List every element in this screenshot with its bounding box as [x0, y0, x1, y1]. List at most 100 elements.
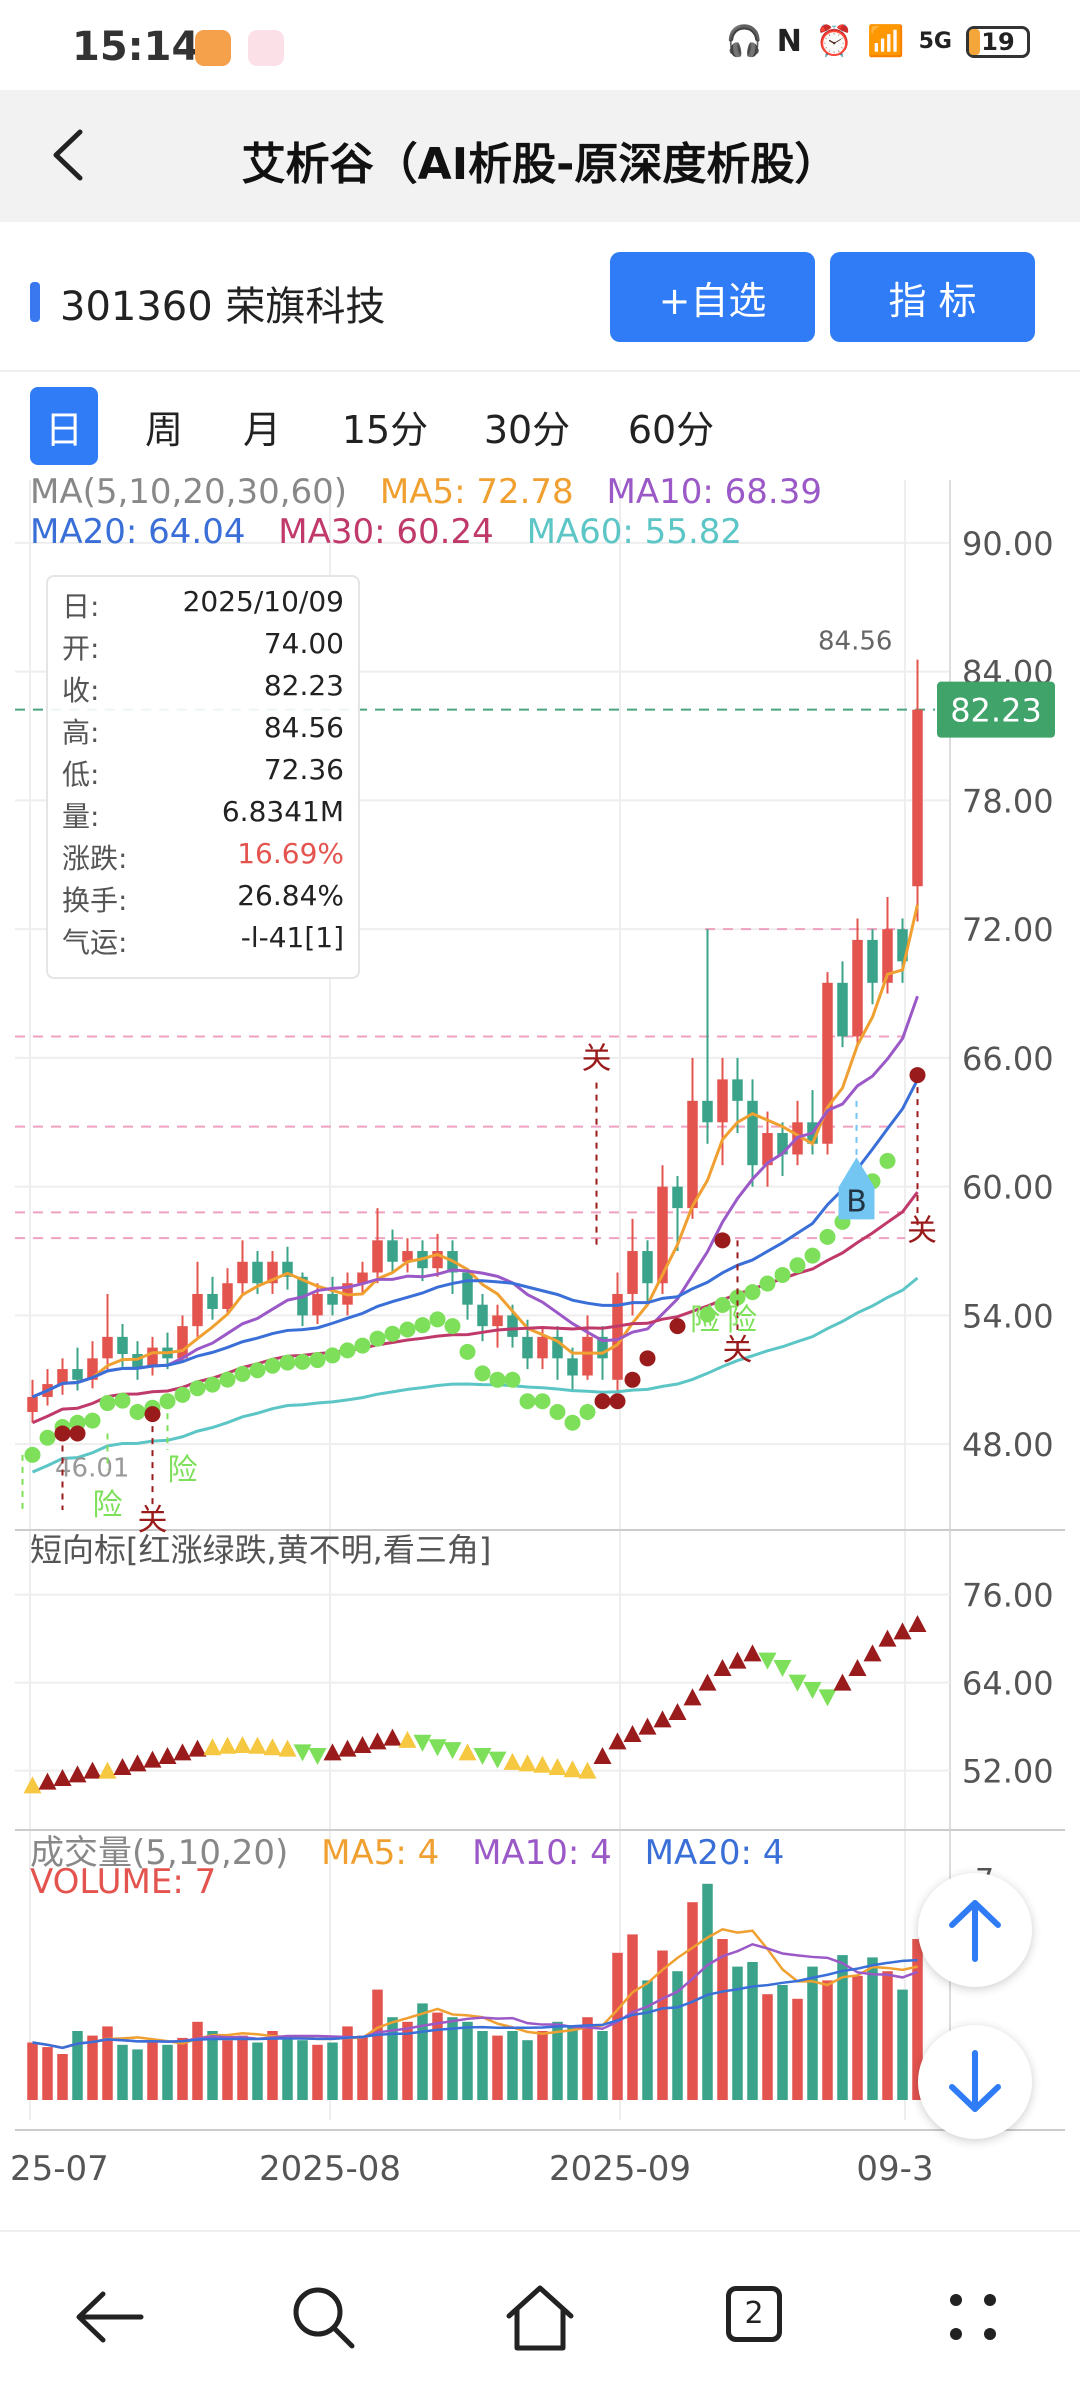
volume-bar: [207, 2031, 218, 2100]
back-icon[interactable]: [40, 120, 100, 190]
candle-body: [267, 1261, 278, 1284]
candle-body: [357, 1272, 368, 1284]
short-indicator-triangle: [623, 1725, 642, 1742]
volume-bars: 7: [27, 1863, 994, 2100]
scroll-up-button[interactable]: [918, 1873, 1032, 1987]
volume-bar: [447, 2017, 458, 2100]
volume-bar: [552, 2021, 563, 2100]
exit-marker-label: 关: [138, 1503, 168, 1538]
short-indicator-triangle: [728, 1651, 747, 1669]
signal-dot: [459, 1343, 476, 1360]
signal-dot: [429, 1311, 446, 1328]
volume-bar: [897, 1989, 908, 2100]
short-indicator-triangle: [683, 1688, 702, 1706]
tab-60min[interactable]: 60分: [627, 407, 715, 452]
signal-dot: [24, 1446, 41, 1463]
candle-body: [57, 1369, 68, 1385]
signal-dot: [789, 1257, 806, 1274]
candle-body: [462, 1272, 473, 1305]
nav-tabs-button[interactable]: 2: [712, 2272, 802, 2362]
info-row: 高: 84.56: [62, 711, 344, 751]
short-indicator-triangle: [188, 1739, 207, 1757]
candle-body: [72, 1369, 83, 1380]
info-value: 74.00: [263, 627, 344, 660]
volume-bar: [522, 2040, 533, 2100]
signal-dot: [474, 1365, 491, 1382]
volume-bar: [642, 1980, 653, 2100]
signal-dot: [339, 1342, 356, 1359]
short-indicator: 76.00 64.00 52.00: [15, 1577, 1054, 1794]
short-indicator-triangle: [908, 1615, 927, 1632]
vol-ma5-legend: MA5: 4: [321, 1833, 440, 1873]
risk-marker-label: 险: [690, 1303, 720, 1338]
candle-body: [432, 1251, 443, 1269]
volume-bar: [867, 1957, 878, 2100]
short-indicator-triangle: [713, 1659, 732, 1676]
candle-body: [687, 1100, 698, 1209]
short-indicator-triangle: [263, 1738, 282, 1756]
signal-dot: [519, 1393, 536, 1410]
indicator-button[interactable]: 指 标: [830, 252, 1035, 342]
short-indicator-triangle: [593, 1747, 612, 1764]
volume-bar: [852, 1975, 863, 2100]
candle-body: [597, 1336, 608, 1359]
add-watchlist-button[interactable]: +自选: [610, 252, 815, 342]
volume-bar: [102, 2026, 113, 2100]
tab-day[interactable]: 日: [30, 387, 98, 465]
price-tick-label: 66.00: [962, 1040, 1054, 1078]
signal-dot: [804, 1247, 821, 1264]
info-key: 高:: [62, 716, 100, 749]
volume-bar: [807, 1966, 818, 2100]
volume-bar: [627, 1934, 638, 2100]
volume-bar: [777, 1985, 788, 2100]
volume-bar: [282, 2035, 293, 2100]
volume-bar: [222, 2040, 233, 2100]
short-indicator-triangle: [533, 1755, 552, 1773]
tab-week[interactable]: 周: [144, 407, 183, 452]
signal-dot: [444, 1318, 461, 1335]
signal-dot: [294, 1353, 311, 1370]
signal-dot: [399, 1321, 416, 1338]
notification-app-icon: [195, 30, 231, 66]
wifi-icon: 📶: [867, 24, 905, 59]
volume-bar: [432, 2012, 443, 2100]
volume-bar: [312, 2044, 323, 2100]
ma45-line: [31, 1276, 919, 1474]
date-tick-label: 2025-08: [259, 2149, 401, 2189]
candle-body: [27, 1396, 38, 1412]
volume-bar: [132, 2049, 143, 2100]
info-key: 收:: [62, 674, 100, 707]
exit-dot: [624, 1371, 641, 1388]
short-indicator-triangle: [158, 1747, 177, 1764]
ma-legend-row-2: MA20: 64.04 MA30: 60.24 MA60: 55.82: [30, 512, 742, 552]
nav-search-icon[interactable]: [278, 2272, 368, 2362]
scroll-down-button[interactable]: [918, 2025, 1032, 2139]
short-indicator-triangle: [443, 1742, 462, 1760]
candle-body: [537, 1336, 548, 1359]
current-price-badge: [937, 681, 1055, 738]
tab-15min[interactable]: 15分: [341, 407, 429, 452]
volume-bar: [747, 1962, 758, 2100]
kline-chart[interactable]: 90.0084.0078.0072.0066.0060.0054.0048.00…: [0, 470, 1080, 2190]
exit-marker-label: 关: [723, 1333, 753, 1368]
tab-30min[interactable]: 30分: [483, 407, 571, 452]
info-row: 收: 82.23: [62, 669, 344, 709]
volume-bar: [87, 2035, 98, 2100]
volume-bar: [267, 2031, 278, 2100]
nav-home-icon[interactable]: [495, 2272, 585, 2362]
candle-body: [102, 1336, 113, 1359]
volume-bar: [402, 2021, 413, 2100]
status-icons: 🎧 N ⏰ 📶 5G 19: [725, 24, 1030, 59]
nav-menu-icon[interactable]: [928, 2272, 1018, 2362]
candle-body: [867, 939, 878, 983]
low-price-label: 46.01: [55, 1453, 129, 1483]
status-bar: 15:14 🎧 N ⏰ 📶 5G 19: [0, 0, 1080, 90]
volume-bar: [702, 1883, 713, 2100]
nav-back-icon[interactable]: [63, 2272, 153, 2362]
tab-month[interactable]: 月: [242, 407, 281, 452]
candle-body: [282, 1261, 293, 1277]
info-value: 82.23: [263, 669, 344, 702]
info-value: 72.36: [263, 753, 344, 786]
signal-dot: [279, 1354, 296, 1371]
info-key: 日:: [62, 590, 100, 623]
